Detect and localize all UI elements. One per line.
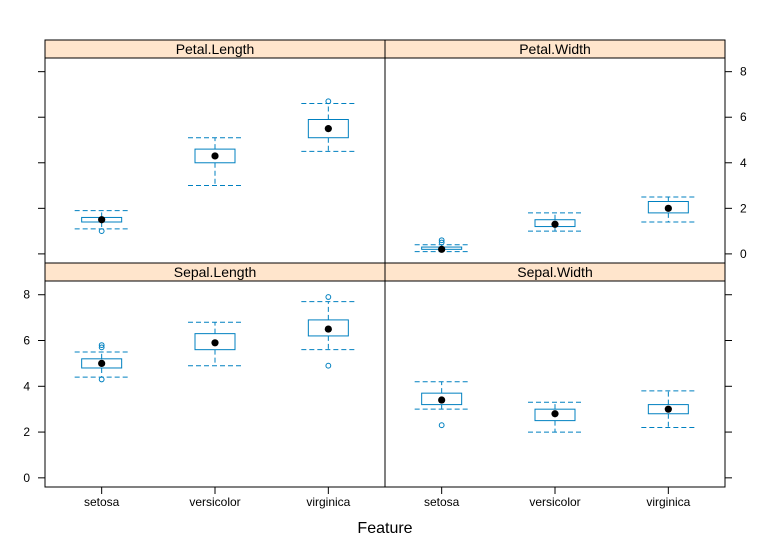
iqr-box bbox=[307, 319, 349, 337]
y-tick-label: 2 bbox=[23, 425, 30, 439]
y-tick-label: 4 bbox=[23, 379, 30, 393]
x-tick-label: versicolor bbox=[189, 495, 240, 509]
box-setosa bbox=[74, 210, 129, 235]
y-tick-label: 0 bbox=[23, 471, 30, 485]
iqr-box bbox=[307, 119, 349, 139]
median-dot bbox=[211, 339, 219, 347]
x-tick-label: virginica bbox=[306, 495, 350, 509]
x-axis-title: Feature bbox=[357, 520, 412, 537]
box-setosa bbox=[74, 342, 129, 383]
iqr-box bbox=[194, 148, 236, 164]
panel-title: Sepal.Length bbox=[174, 264, 257, 280]
outlier-point bbox=[98, 344, 105, 351]
median-dot bbox=[98, 359, 106, 367]
iqr-box bbox=[194, 333, 236, 351]
outlier-point bbox=[438, 239, 445, 246]
box-versicolor bbox=[528, 401, 582, 433]
y-tick-label: 6 bbox=[740, 110, 747, 124]
iqr-box bbox=[534, 408, 576, 422]
box-versicolor bbox=[188, 137, 242, 187]
panel-sepal-width: Sepal.Width bbox=[384, 262, 726, 488]
median-dot bbox=[324, 125, 332, 133]
iqr-box bbox=[421, 392, 463, 406]
box-virginica bbox=[301, 294, 356, 369]
y-tick-label: 8 bbox=[740, 65, 747, 79]
panel-frame bbox=[44, 57, 386, 264]
panel-frame bbox=[44, 280, 386, 488]
panel-frame bbox=[384, 280, 726, 488]
y-tick-label: 0 bbox=[740, 247, 747, 261]
panels-layer: Petal.Length Petal.Width Sepal.Length Sepal… bbox=[44, 39, 726, 488]
x-axis: setosa versicolor virginica setosa versicolo… bbox=[84, 487, 691, 509]
iqr-box bbox=[647, 201, 689, 214]
panel-title: Sepal.Width bbox=[517, 264, 592, 280]
panel-frame bbox=[384, 57, 726, 264]
panel-title: Petal.Length bbox=[176, 41, 255, 57]
box-versicolor bbox=[188, 321, 242, 367]
panel-title: Petal.Width bbox=[519, 41, 591, 57]
panel-petal-width: Petal.Width bbox=[384, 39, 726, 264]
median-dot bbox=[551, 220, 559, 228]
outlier-point bbox=[325, 362, 332, 369]
x-tick-label: setosa bbox=[424, 495, 460, 509]
box-virginica bbox=[641, 196, 696, 223]
x-tick-label: versicolor bbox=[529, 495, 580, 509]
panel-petal-length: Petal.Length bbox=[44, 39, 386, 264]
y-tick-label: 6 bbox=[23, 334, 30, 348]
median-dot bbox=[551, 410, 559, 418]
box-setosa bbox=[414, 381, 469, 429]
iqr-box bbox=[647, 404, 689, 415]
outlier-point bbox=[325, 98, 332, 105]
box-versicolor bbox=[528, 212, 582, 232]
median-dot bbox=[211, 152, 219, 160]
panel-sepal-length: Sepal.Length bbox=[44, 262, 386, 488]
median-dot bbox=[664, 204, 672, 212]
median-dot bbox=[664, 405, 672, 413]
y-axis-bottom-right bbox=[725, 294, 732, 479]
median-dot bbox=[324, 325, 332, 333]
outlier-point bbox=[98, 342, 105, 348]
y-axis-top-left bbox=[38, 71, 45, 255]
median-dot bbox=[98, 216, 106, 224]
outlier-point bbox=[438, 237, 445, 244]
median-dot bbox=[438, 396, 446, 404]
outlier-point bbox=[438, 422, 445, 429]
x-tick-label: setosa bbox=[84, 495, 120, 509]
y-axis-top-right: 0 2 4 6 8 bbox=[725, 65, 747, 261]
outlier-point bbox=[325, 294, 332, 300]
box-virginica bbox=[301, 98, 356, 152]
y-tick-label: 4 bbox=[740, 156, 747, 170]
x-tick-label: virginica bbox=[646, 495, 690, 509]
box-setosa bbox=[414, 237, 469, 253]
iqr-box bbox=[81, 358, 123, 369]
outlier-point bbox=[98, 376, 105, 383]
y-tick-label: 2 bbox=[740, 201, 747, 215]
y-tick-label: 8 bbox=[23, 288, 30, 302]
box-virginica bbox=[641, 390, 696, 428]
outlier-point bbox=[98, 228, 105, 235]
y-axis-bottom-left: 0 2 4 6 8 bbox=[23, 288, 45, 485]
median-dot bbox=[438, 245, 446, 253]
